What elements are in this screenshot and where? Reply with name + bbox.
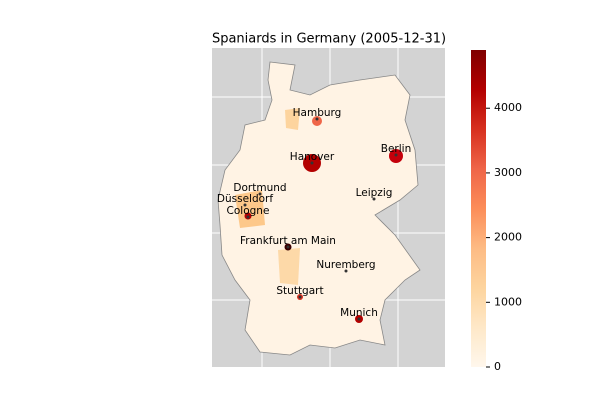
city-marker (243, 203, 247, 207)
colorbar-ticks: 0 1000 2000 3000 4000 (486, 101, 522, 373)
city-marker (344, 269, 348, 273)
city-marker (394, 153, 398, 157)
city-marker (315, 117, 319, 121)
city-label: Hanover (290, 151, 335, 163)
map-title: Spaniards in Germany (2005-12-31) (212, 32, 446, 47)
colorbar-tick-label: 3000 (494, 166, 522, 179)
colorbar-tick-label: 4000 (494, 101, 522, 114)
city-label: Düsseldorf (217, 193, 273, 205)
city-marker (372, 197, 376, 201)
city-marker (357, 317, 361, 321)
city-labels: Hamburg Hanover Berlin DortmundDüsseldorfCo… (217, 107, 411, 321)
city-label: Berlin (381, 143, 411, 155)
district (235, 190, 265, 228)
city-label: Munich (340, 307, 378, 319)
city-label: Frankfurt am Main (240, 235, 336, 247)
city-label: Dortmund (233, 182, 286, 194)
colorbar-tick-label: 0 (494, 360, 501, 373)
colorbar-tick-label: 2000 (494, 231, 522, 244)
city-label: Hamburg (293, 107, 342, 119)
colorbar (471, 50, 486, 367)
city-label: Nuremberg (316, 259, 375, 271)
city-label: Leipzig (356, 187, 393, 199)
district (285, 108, 300, 130)
city-marker (298, 295, 302, 299)
city-marker (310, 161, 314, 165)
city-label: Cologne (227, 205, 270, 217)
colorbar-tick-label: 1000 (494, 295, 522, 308)
district (312, 116, 322, 126)
city-label: Stuttgart (276, 285, 323, 297)
city-marker (286, 245, 290, 249)
district (278, 248, 300, 285)
city-marker (246, 215, 250, 219)
city-marker (258, 192, 262, 196)
germany-outline (217, 61, 421, 356)
